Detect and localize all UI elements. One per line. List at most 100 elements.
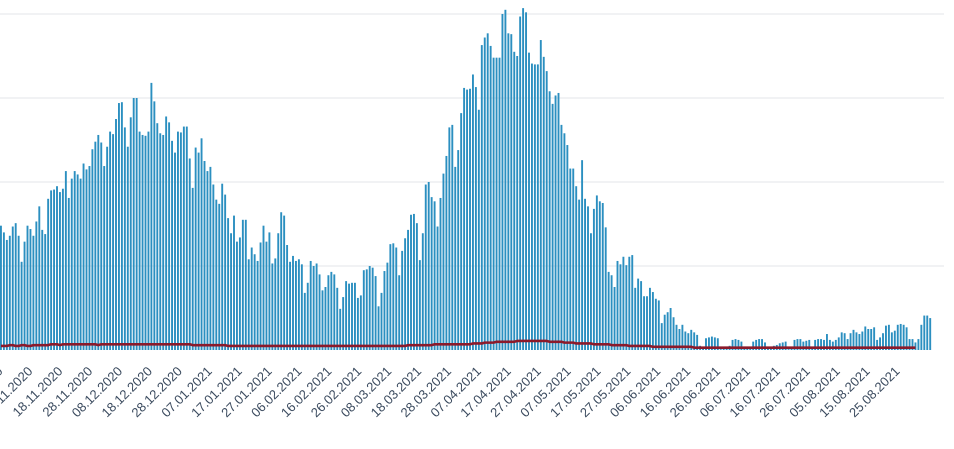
bar <box>144 135 147 350</box>
bar <box>817 339 820 350</box>
bar <box>97 134 100 350</box>
bar <box>386 262 389 350</box>
bar <box>805 340 808 350</box>
bar <box>601 203 604 350</box>
bar <box>828 339 831 350</box>
bar <box>56 186 58 350</box>
bar <box>100 142 103 350</box>
bar <box>696 334 699 350</box>
bar <box>474 87 477 350</box>
bar <box>460 113 463 351</box>
bar <box>174 152 176 350</box>
bar <box>421 233 424 350</box>
bar <box>914 342 917 350</box>
bar <box>640 281 643 350</box>
bar <box>191 187 194 350</box>
bar <box>560 124 563 350</box>
bar <box>41 229 44 350</box>
bar <box>126 146 129 350</box>
bar <box>250 247 253 350</box>
bar <box>401 250 404 350</box>
bar <box>637 278 640 350</box>
bar <box>908 339 911 350</box>
bar <box>410 214 412 350</box>
bar <box>616 260 619 350</box>
bar <box>820 339 822 350</box>
bar <box>858 334 861 350</box>
bar <box>265 241 268 350</box>
bar <box>345 281 348 350</box>
bar <box>528 52 530 350</box>
bar <box>103 166 106 350</box>
bar <box>598 201 601 350</box>
bar-series <box>0 8 932 351</box>
bar <box>876 339 879 350</box>
bar <box>893 330 896 350</box>
bar <box>368 266 371 350</box>
bar <box>554 95 557 350</box>
bar <box>44 234 47 350</box>
bar <box>831 341 834 350</box>
bar <box>11 226 14 350</box>
bar <box>545 71 548 351</box>
bar <box>324 287 327 350</box>
bar <box>716 338 719 350</box>
bar <box>427 182 430 350</box>
bar <box>32 235 35 350</box>
bar <box>23 241 26 350</box>
bar <box>923 315 926 350</box>
bar <box>531 63 533 351</box>
bar <box>224 194 227 350</box>
bar <box>713 337 716 350</box>
bar <box>740 341 743 350</box>
bar <box>752 341 755 350</box>
bar <box>70 178 73 350</box>
bar <box>365 269 368 350</box>
bar <box>35 221 38 350</box>
bar <box>454 166 457 350</box>
bar <box>415 223 418 350</box>
bar <box>292 255 294 350</box>
bar <box>684 331 687 350</box>
bar <box>622 256 625 350</box>
bar <box>764 342 766 350</box>
bar <box>312 266 315 350</box>
bar <box>572 168 575 350</box>
bar <box>581 160 584 350</box>
bar <box>649 287 651 350</box>
bar <box>79 178 82 350</box>
bar <box>826 334 828 350</box>
bar <box>507 33 510 350</box>
bar <box>342 297 345 350</box>
bar <box>159 133 162 350</box>
bar <box>73 171 76 350</box>
bar <box>377 306 380 350</box>
bar <box>663 314 666 350</box>
bar <box>522 8 525 351</box>
bar <box>38 206 41 350</box>
bar <box>289 261 291 350</box>
bar <box>604 227 607 350</box>
bar <box>808 339 811 350</box>
bar <box>463 87 466 351</box>
bar <box>563 133 566 350</box>
bar <box>887 324 890 350</box>
bar <box>501 14 504 350</box>
bar <box>303 292 306 350</box>
bar <box>840 332 843 350</box>
bar <box>424 184 427 350</box>
bar <box>253 254 256 350</box>
bar <box>619 264 622 350</box>
bar <box>297 259 300 350</box>
bar <box>495 57 498 351</box>
bar <box>843 333 846 350</box>
bar <box>846 339 849 350</box>
bar <box>852 329 855 350</box>
bar <box>141 134 144 350</box>
bar <box>182 126 185 350</box>
bar <box>823 339 825 350</box>
bar <box>64 171 67 350</box>
bar <box>94 141 97 350</box>
bar <box>185 126 188 350</box>
bar <box>283 215 286 350</box>
